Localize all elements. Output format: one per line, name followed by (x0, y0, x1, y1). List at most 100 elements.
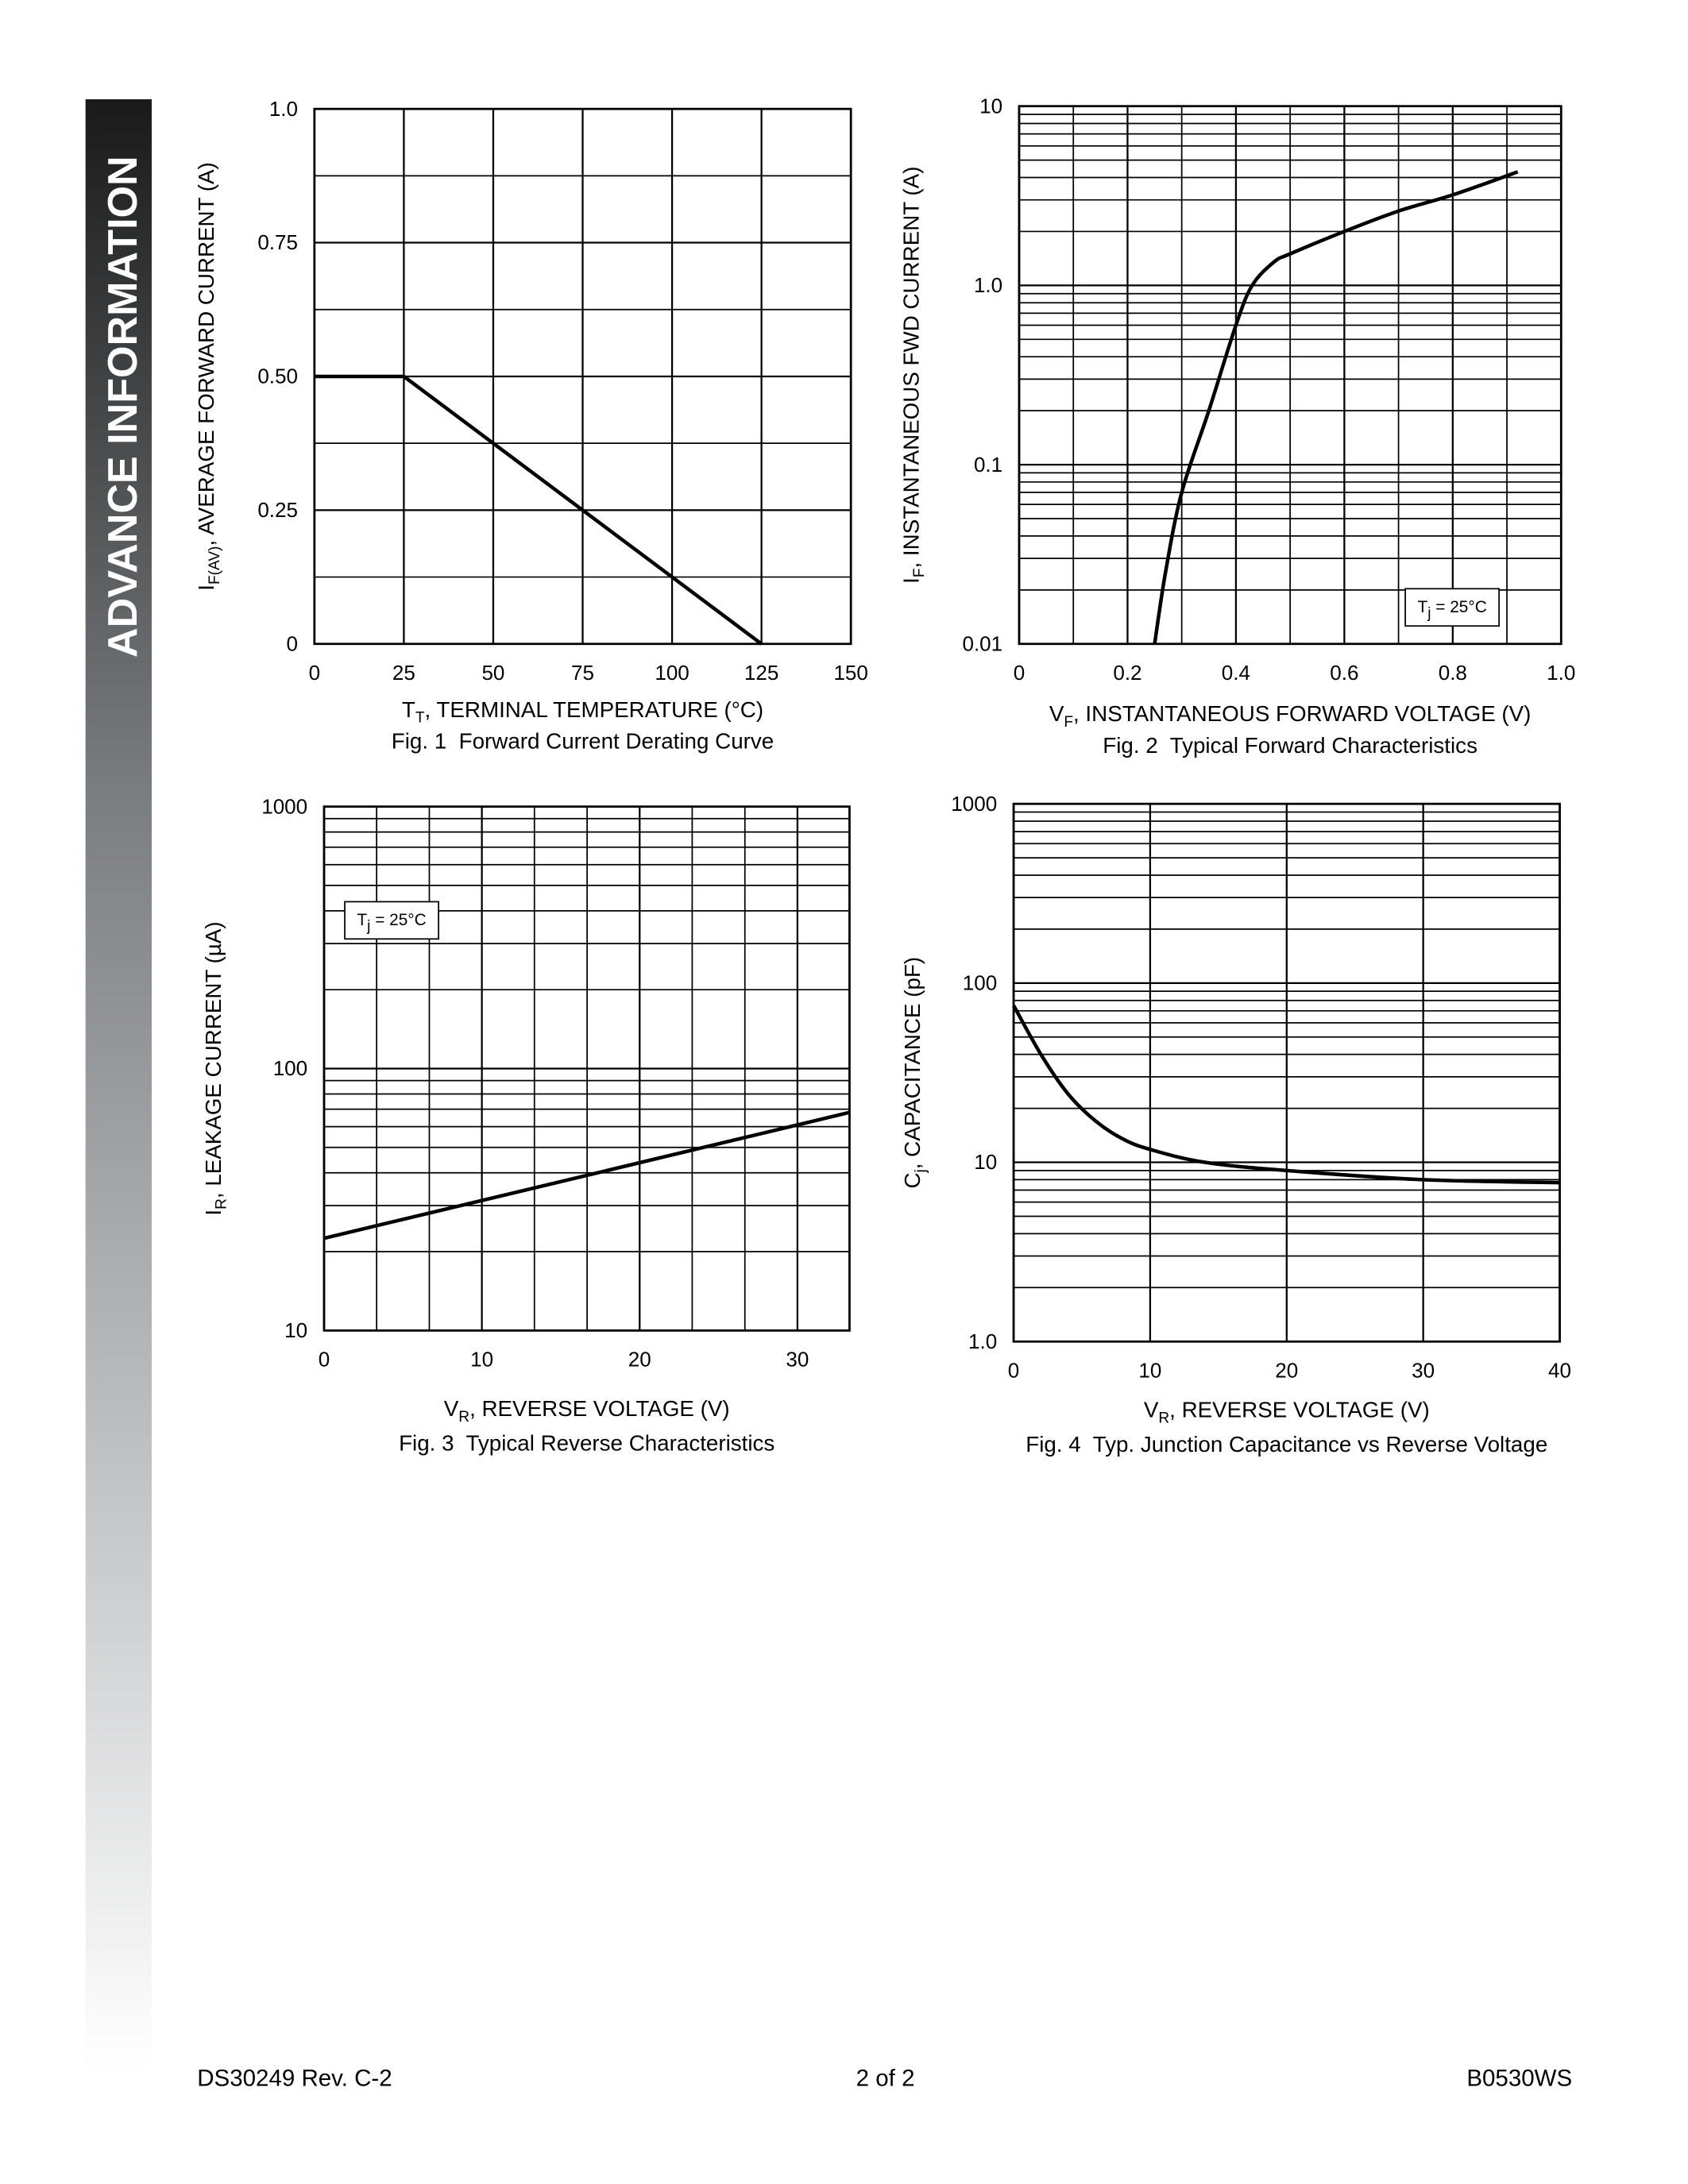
figure-caption: Fig. 2 Typical Forward Characteristics (1103, 733, 1477, 758)
x-tick-label: 20 (628, 1347, 651, 1371)
y-tick-label: 1000 (261, 794, 307, 818)
y-axis-label-part: C (900, 1172, 925, 1188)
x-axis-label-subscript: F (1064, 714, 1073, 731)
footer-right: B0530WS (1466, 2066, 1572, 2092)
annotation-part: T (357, 911, 367, 929)
data-curve (1153, 170, 1519, 645)
chart: 1.0 10 100 1000 0 10 20 30 40 VR, REVERSE VOLTAGE… (900, 792, 1571, 1457)
y-tick-label: 1.0 (974, 273, 1002, 297)
x-tick-label: 75 (571, 661, 594, 685)
y-tick-label: 0 (287, 631, 298, 655)
y-tick-label: 10 (974, 1150, 997, 1174)
y-axis-label-subscript: R (214, 1198, 230, 1210)
y-tick-label: 1.0 (269, 97, 298, 121)
y-tick-label: 10 (284, 1318, 307, 1342)
x-axis-label-part: V (1049, 701, 1064, 726)
x-tick-label: 20 (1275, 1358, 1298, 1382)
y-tick-label: 0.75 (257, 230, 298, 254)
y-axis-label: IF, INSTANTANEOUS FWD CURRENT (A) (898, 167, 928, 584)
y-tick-label: 100 (273, 1056, 307, 1080)
y-axis-label: IR, LEAKAGE CURRENT (µA) (201, 921, 230, 1215)
plot-frame (323, 805, 851, 1332)
annotation-part: = 25°C (370, 911, 426, 929)
data-curve (314, 374, 763, 646)
y-axis-label: Cj, CAPACITANCE (pF) (900, 957, 929, 1189)
y-axis-label-subscript: j (913, 1169, 929, 1173)
y-axis-label-subscript: F (911, 569, 928, 578)
figure-caption: Fig. 3 Typical Reverse Characteristics (399, 1430, 774, 1455)
x-tick-label: 0.8 (1439, 661, 1467, 685)
y-tick-label: 1.0 (968, 1329, 997, 1353)
plot-frame (1012, 802, 1561, 1343)
annotation: Tj = 25°C (1417, 598, 1486, 622)
x-tick-label: 30 (786, 1347, 809, 1371)
y-axis-label-part: , AVERAGE FORWARD CURRENT (A) (194, 162, 218, 546)
x-axis-label-part: V (1144, 1398, 1159, 1422)
y-tick-label: 0.01 (962, 631, 1002, 655)
sidebar-title: ADVANCE INFORMATION (100, 156, 146, 658)
x-tick-label: 100 (655, 661, 689, 685)
x-axis-label: VR, REVERSE VOLTAGE (V) (444, 1396, 730, 1426)
y-axis-label-part: I (194, 585, 218, 591)
x-axis-label: TT, TERMINAL TEMPERATURE (°C) (402, 697, 763, 727)
x-tick-label: 0 (1014, 661, 1025, 685)
x-axis-label-part: V (444, 1396, 459, 1421)
x-tick-label: 0 (309, 661, 320, 685)
data-curve (323, 1110, 850, 1241)
sidebar-band (85, 99, 152, 2071)
x-axis-label-subscript: T (415, 710, 425, 727)
figure-caption: Fig. 1 Forward Current Derating Curve (392, 729, 774, 754)
annotation-part: T (1417, 598, 1427, 616)
x-axis-label-part: , INSTANTANEOUS FORWARD VOLTAGE (V) (1073, 701, 1531, 726)
y-axis-label-part: , INSTANTANEOUS FWD CURRENT (A) (898, 167, 923, 569)
annotation: Tj = 25°C (357, 911, 426, 935)
x-axis-label-part: , TERMINAL TEMPERATURE (°C) (425, 697, 764, 722)
x-axis-label-part: T (402, 697, 415, 722)
plot-frame (1018, 105, 1562, 646)
x-tick-label: 125 (744, 661, 778, 685)
x-tick-label: 1.0 (1547, 661, 1575, 685)
x-tick-label: 0 (1008, 1358, 1019, 1382)
x-axis-label-part: , REVERSE VOLTAGE (V) (469, 1396, 730, 1421)
x-tick-label: 10 (1138, 1358, 1161, 1382)
annotation-box (1404, 588, 1501, 627)
y-axis-label: IF(AV), AVERAGE FORWARD CURRENT (A) (194, 162, 223, 591)
x-tick-label: 50 (481, 661, 504, 685)
annotation-box (344, 901, 439, 940)
x-axis-label-subscript: R (458, 1409, 469, 1426)
y-tick-label: 1000 (951, 792, 997, 816)
x-tick-label: 10 (470, 1347, 493, 1371)
y-axis-label-part: , CAPACITANCE (pF) (900, 957, 925, 1169)
x-tick-label: 0.2 (1113, 661, 1141, 685)
x-tick-label: 40 (1548, 1358, 1571, 1382)
x-axis-label: VR, REVERSE VOLTAGE (V) (1144, 1398, 1430, 1427)
footer-center: 2 of 2 (856, 2066, 915, 2092)
y-tick-label: 0.1 (974, 453, 1002, 477)
x-tick-label: 30 (1412, 1358, 1435, 1382)
x-tick-label: 0.6 (1330, 661, 1358, 685)
x-tick-label: 0 (319, 1347, 330, 1371)
figure-caption: Fig. 4 Typ. Junction Capacitance vs Reve… (1026, 1432, 1547, 1457)
x-tick-label: 25 (392, 661, 415, 685)
data-curve (1012, 1004, 1560, 1185)
y-tick-label: 10 (979, 94, 1002, 118)
x-axis-label: VF, INSTANTANEOUS FORWARD VOLTAGE (V) (1049, 701, 1532, 731)
x-axis-label-part: , REVERSE VOLTAGE (V) (1169, 1398, 1430, 1422)
annotation-subscript: j (366, 918, 370, 935)
y-tick-label: 100 (963, 971, 997, 995)
y-tick-label: 0.25 (257, 498, 298, 522)
x-tick-label: 150 (833, 661, 867, 685)
y-tick-label: 0.50 (257, 365, 298, 388)
y-axis-label-subscript: F(AV) (207, 546, 223, 585)
x-tick-label: 0.4 (1222, 661, 1250, 685)
annotation-part: = 25°C (1431, 598, 1486, 616)
y-axis-label-part: I (201, 1210, 226, 1216)
y-axis-label-part: I (898, 577, 923, 584)
x-axis-label-subscript: R (1158, 1410, 1169, 1427)
annotation-subscript: j (1427, 605, 1431, 622)
